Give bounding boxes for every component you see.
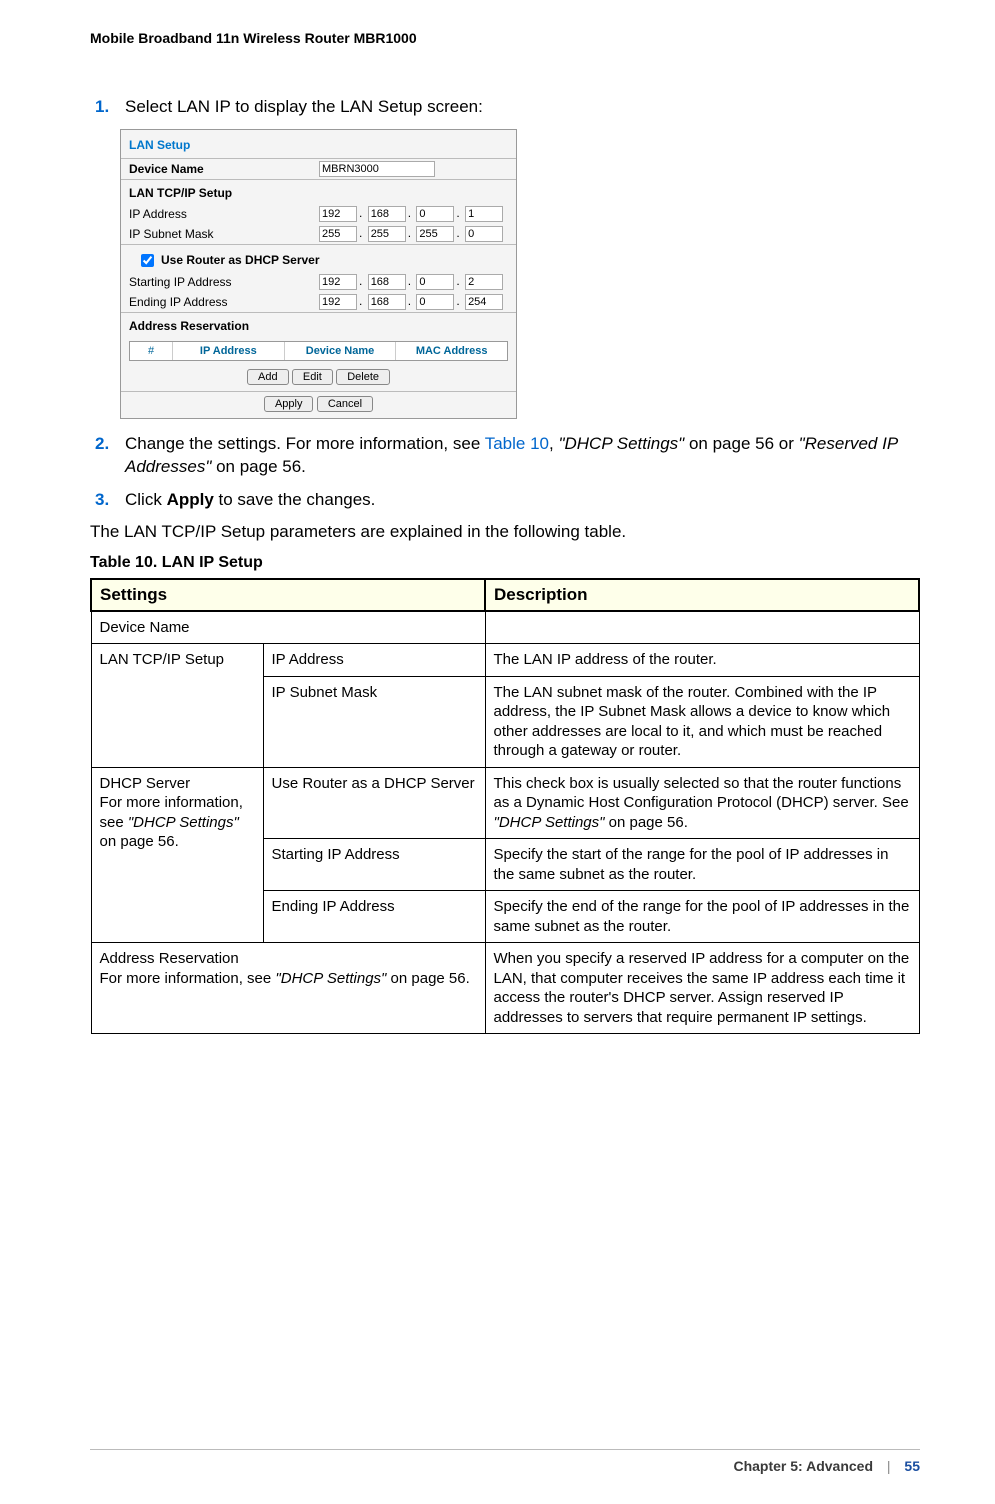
cell-ip-address-label: IP Address (263, 644, 485, 677)
st-d[interactable] (465, 274, 503, 290)
cell-addrres-italic: "DHCP Settings" (275, 970, 386, 987)
cancel-button[interactable]: Cancel (317, 396, 373, 412)
subnet-inputs: . . . (319, 226, 503, 242)
step-2-post: on page 56. (211, 457, 306, 476)
cell-starting-label: Starting IP Address (263, 839, 485, 891)
step-2-pre: Change the settings. For more informatio… (125, 434, 485, 453)
cell-addrres-line3: on page 56. (386, 970, 469, 987)
edit-button[interactable]: Edit (292, 369, 333, 385)
st-c[interactable] (416, 274, 454, 290)
table-ref-link[interactable]: Table 10 (485, 434, 549, 453)
step-1-number: 1. (95, 96, 109, 119)
en-c[interactable] (416, 294, 454, 310)
step-3-post: to save the changes. (214, 490, 376, 509)
footer-chapter: Chapter 5: Advanced (733, 1458, 873, 1474)
ip-b[interactable] (368, 206, 406, 222)
step-2-mid2: on page 56 or (684, 434, 798, 453)
cell-use-router-italic: "DHCP Settings" (494, 814, 605, 831)
ip-address-inputs: . . . (319, 206, 503, 222)
add-button[interactable]: Add (247, 369, 289, 385)
dhcp-checkbox[interactable] (141, 254, 154, 267)
ip-a[interactable] (319, 206, 357, 222)
cell-use-router-desc: This check box is usually selected so th… (485, 767, 919, 839)
cell-device-desc (485, 611, 919, 644)
sn-d[interactable] (465, 226, 503, 242)
sn-a[interactable] (319, 226, 357, 242)
step-3-bold: Apply (167, 490, 214, 509)
address-reservation-heading: Address Reservation (121, 313, 516, 337)
cell-dhcp-server-italic: "DHCP Settings" (128, 814, 239, 831)
cell-device-name: Device Name (91, 611, 485, 644)
lan-tcpip-heading: LAN TCP/IP Setup (121, 180, 516, 204)
lan-setup-panel: LAN Setup Device Name LAN TCP/IP Setup I… (120, 129, 517, 419)
device-name-label: Device Name (129, 162, 319, 176)
step-1-text: Select LAN IP to display the LAN Setup s… (125, 97, 483, 116)
sn-c[interactable] (416, 226, 454, 242)
device-name-input[interactable] (319, 161, 435, 177)
delete-button[interactable]: Delete (336, 369, 390, 385)
subnet-label: IP Subnet Mask (129, 227, 319, 241)
cell-address-reservation: Address Reservation For more information… (91, 943, 485, 1034)
cell-addrres-line2: For more information, see (100, 970, 276, 987)
cell-ending-label: Ending IP Address (263, 891, 485, 943)
page-footer: Chapter 5: Advanced | 55 (90, 1449, 920, 1474)
th-description: Description (485, 579, 919, 611)
reservation-table-header: # IP Address Device Name MAC Address (129, 341, 508, 361)
footer-page-number: 55 (904, 1458, 920, 1474)
cell-ending-desc: Specify the end of the range for the poo… (485, 891, 919, 943)
res-col-device: Device Name (285, 342, 397, 360)
cell-dhcp-server-line3: on page 56. (100, 833, 179, 850)
cell-ip-address-desc: The LAN IP address of the router. (485, 644, 919, 677)
cell-dhcp-server: DHCP Server For more information, see "D… (91, 767, 263, 943)
starting-ip-label: Starting IP Address (129, 275, 319, 289)
cell-lan-tcpip: LAN TCP/IP Setup (91, 644, 263, 768)
cell-dhcp-server-line1: DHCP Server (100, 775, 191, 792)
en-d[interactable] (465, 294, 503, 310)
cell-addrres-line1: Address Reservation (100, 950, 239, 967)
step-1: 1. Select LAN IP to display the LAN Setu… (95, 96, 920, 119)
res-col-index: # (130, 342, 173, 360)
en-a[interactable] (319, 294, 357, 310)
st-a[interactable] (319, 274, 357, 290)
ip-address-label: IP Address (129, 207, 319, 221)
step-2: 2. Change the settings. For more informa… (95, 433, 920, 479)
step-3: 3. Click Apply to save the changes. (95, 489, 920, 512)
en-b[interactable] (368, 294, 406, 310)
step-2-italic1: "DHCP Settings" (558, 434, 684, 453)
step-3-pre: Click (125, 490, 167, 509)
footer-separator: | (877, 1458, 901, 1474)
cell-subnet-desc: The LAN subnet mask of the router. Combi… (485, 676, 919, 767)
step-2-number: 2. (95, 433, 109, 456)
lan-setup-title: LAN Setup (121, 130, 516, 158)
sn-b[interactable] (368, 226, 406, 242)
apply-button[interactable]: Apply (264, 396, 314, 412)
res-col-mac: MAC Address (396, 342, 507, 360)
cell-use-router-label: Use Router as a DHCP Server (263, 767, 485, 839)
ending-ip-label: Ending IP Address (129, 295, 319, 309)
cell-use-router-post: on page 56. (604, 814, 687, 831)
cell-starting-desc: Specify the start of the range for the p… (485, 839, 919, 891)
step-3-number: 3. (95, 489, 109, 512)
ending-ip-inputs: . . . (319, 294, 503, 310)
ip-c[interactable] (416, 206, 454, 222)
dhcp-checkbox-label: Use Router as DHCP Server (161, 253, 320, 267)
settings-table: Settings Description Device Name LAN TCP… (90, 578, 920, 1035)
st-b[interactable] (368, 274, 406, 290)
res-col-ip: IP Address (173, 342, 285, 360)
starting-ip-inputs: . . . (319, 274, 503, 290)
table-caption: Table 10. LAN IP Setup (90, 554, 920, 572)
step-3-text: Click Apply to save the changes. (125, 490, 375, 509)
step-2-text: Change the settings. For more informatio… (125, 434, 898, 476)
doc-header: Mobile Broadband 11n Wireless Router MBR… (90, 30, 920, 46)
th-settings: Settings (91, 579, 485, 611)
cell-subnet-label: IP Subnet Mask (263, 676, 485, 767)
intro-paragraph: The LAN TCP/IP Setup parameters are expl… (90, 522, 920, 542)
cell-address-reservation-desc: When you specify a reserved IP address f… (485, 943, 919, 1034)
cell-use-router-pre: This check box is usually selected so th… (494, 775, 909, 812)
ip-d[interactable] (465, 206, 503, 222)
